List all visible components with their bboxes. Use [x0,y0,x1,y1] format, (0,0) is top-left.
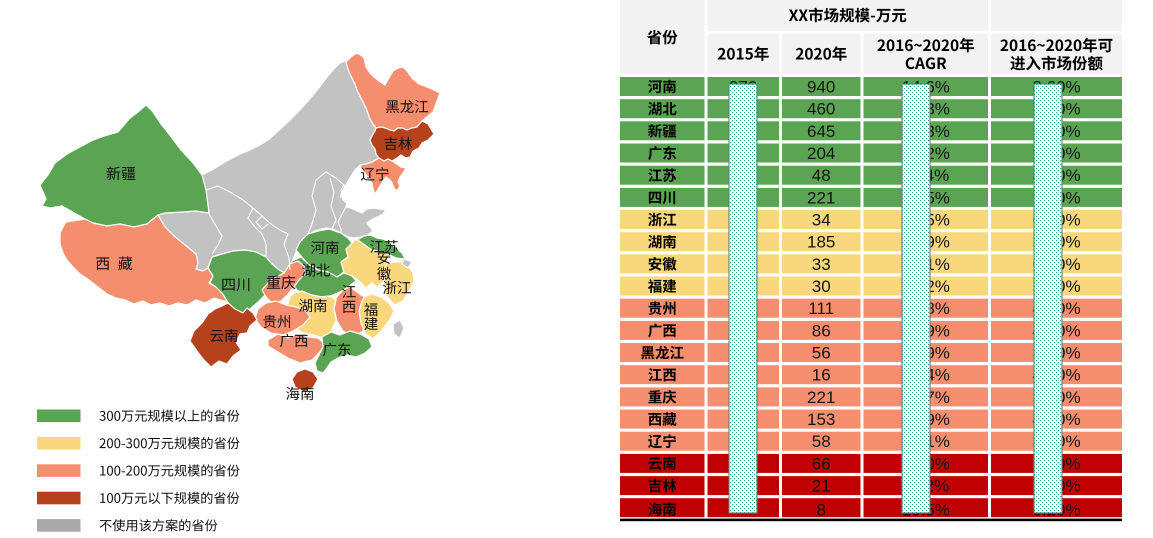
svg-text:8: 8 [816,500,825,519]
svg-text:58: 58 [812,432,831,451]
svg-text:21: 21 [812,477,831,496]
svg-text:221: 221 [807,188,835,207]
svg-text:185: 185 [807,233,835,252]
svg-text:153: 153 [807,410,835,429]
svg-text:111: 111 [808,299,834,318]
svg-text:204: 204 [807,144,835,163]
svg-text:86: 86 [812,321,831,340]
svg-text:66: 66 [812,454,831,473]
svg-text:33: 33 [812,255,831,274]
svg-text:34: 34 [812,211,831,230]
svg-text:48: 48 [812,166,831,185]
svg-text:30: 30 [812,277,831,296]
svg-text:940: 940 [807,78,835,97]
svg-text:16: 16 [812,366,831,385]
svg-text:56: 56 [812,344,831,363]
svg-text:645: 645 [807,122,835,141]
svg-text:460: 460 [807,100,835,119]
svg-text:221: 221 [807,388,835,407]
